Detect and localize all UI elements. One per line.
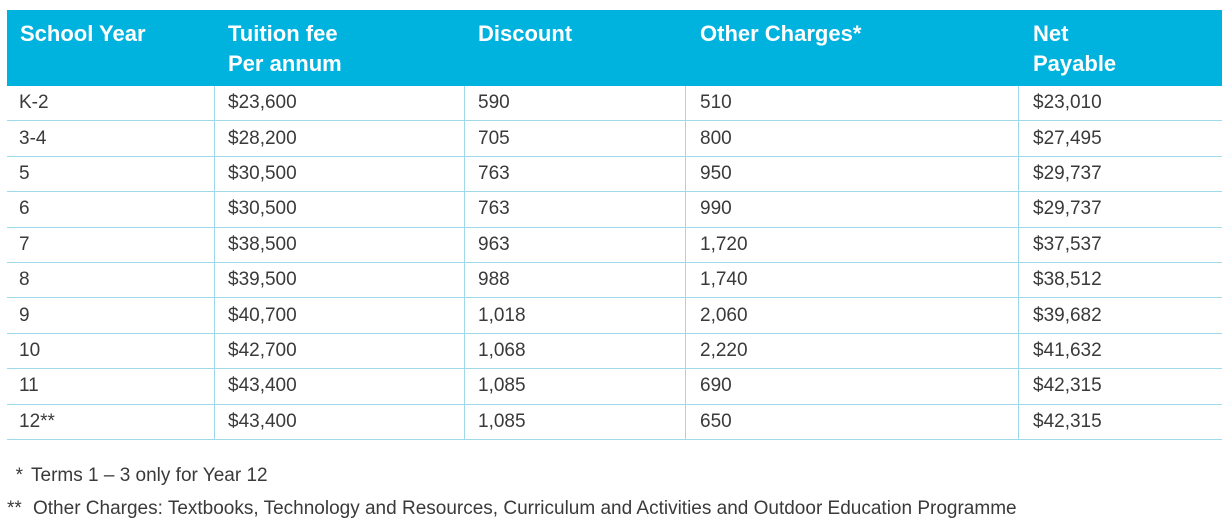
header-school-year: School Year (7, 10, 215, 86)
table-row: 6 $30,500 763 990 $29,737 (7, 192, 1222, 228)
cell-tuition-fee: $43,400 (215, 404, 465, 439)
cell-discount: 988 (465, 262, 686, 298)
table-row: 12** $43,400 1,085 650 $42,315 (7, 404, 1222, 440)
cell-net-payable: $41,632 (1033, 339, 1102, 361)
footnote-text: Other Charges: Textbooks, Technology and… (33, 498, 1017, 519)
cell-net-payable: $42,315 (1033, 375, 1102, 397)
footnote-mark: * (15, 465, 23, 486)
cell-discount: 963 (465, 227, 686, 262)
footnotes: * Terms 1 – 3 only for Year 12 ** Other … (7, 461, 1017, 524)
cell-school-year: 8 (7, 262, 215, 298)
cell-discount: 1,085 (465, 369, 686, 404)
cell-tuition-fee: $39,500 (215, 262, 465, 298)
cell-school-year: K-2 (7, 86, 215, 121)
cell-net-payable: $38,512 (1033, 269, 1102, 291)
table-header-row: School Year Tuition fee Per annum Discou… (7, 10, 1222, 86)
cell-net-payable: $29,737 (1033, 198, 1102, 220)
cell-net-payable: $39,682 (1033, 304, 1102, 326)
header-tuition-fee: Tuition fee Per annum (215, 10, 465, 86)
footnote-text: Terms 1 – 3 only for Year 12 (31, 465, 268, 486)
cell-net-payable: $27,495 (1033, 127, 1102, 149)
cell-net-payable: $23,010 (1033, 92, 1102, 114)
cell-school-year: 12** (7, 404, 215, 439)
cell-school-year: 10 (7, 333, 215, 369)
cell-other-charges: 2,220 (686, 333, 1019, 369)
cell-other-charges: 2,060 (686, 298, 1019, 333)
cell-discount: 1,018 (465, 298, 686, 333)
cell-discount: 590 (465, 86, 686, 121)
cell-other-charges: 510 (686, 86, 1019, 121)
table-row: 9 $40,700 1,018 2,060 $39,682 (7, 298, 1222, 334)
cell-discount: 763 (465, 156, 686, 192)
cell-net-payable: $42,315 (1033, 410, 1102, 432)
cell-other-charges: 650 (686, 404, 1019, 439)
cell-school-year: 3-4 (7, 121, 215, 156)
table-row: 3-4 $28,200 705 800 $27,495 (7, 121, 1222, 157)
table-row: 10 $42,700 1,068 2,220 $41,632 (7, 333, 1222, 370)
cell-tuition-fee: $38,500 (215, 227, 465, 262)
cell-school-year: 5 (7, 156, 215, 192)
header-net-line1: Net (1033, 21, 1069, 46)
cell-school-year: 9 (7, 298, 215, 333)
cell-net-payable: $37,537 (1033, 233, 1102, 255)
cell-tuition-fee: $28,200 (215, 121, 465, 156)
cell-other-charges: 1,720 (686, 227, 1019, 262)
table-row: 8 $39,500 988 1,740 $38,512 (7, 262, 1222, 299)
table-row: 5 $30,500 763 950 $29,737 (7, 156, 1222, 193)
cell-tuition-fee: $30,500 (215, 192, 465, 227)
cell-tuition-fee: $23,600 (215, 86, 465, 121)
cell-other-charges: 950 (686, 156, 1019, 192)
header-tuition-line1: Tuition fee (228, 21, 338, 46)
cell-net-payable: $29,737 (1033, 162, 1102, 184)
cell-discount: 705 (465, 121, 686, 156)
cell-other-charges: 1,740 (686, 262, 1019, 298)
cell-discount: 763 (465, 192, 686, 227)
cell-other-charges: 800 (686, 121, 1019, 156)
cell-other-charges: 690 (686, 369, 1019, 404)
table-row: 11 $43,400 1,085 690 $42,315 (7, 369, 1222, 405)
footnote-other-charges: ** Other Charges: Textbooks, Technology … (7, 494, 1017, 524)
footnote-mark: ** (7, 498, 22, 519)
cell-other-charges: 990 (686, 192, 1019, 227)
cell-tuition-fee: $42,700 (215, 333, 465, 369)
header-discount-label: Discount (478, 21, 573, 46)
table-row: K-2 $23,600 590 510 $23,010 (7, 86, 1222, 122)
header-discount: Discount (465, 10, 686, 86)
cell-discount: 1,085 (465, 404, 686, 439)
cell-tuition-fee: $40,700 (215, 298, 465, 333)
cell-tuition-fee: $43,400 (215, 369, 465, 404)
header-tuition-line2: Per annum (228, 51, 342, 76)
footnote-terms: * Terms 1 – 3 only for Year 12 (7, 461, 1017, 491)
header-net-line2: Payable (1033, 51, 1117, 76)
cell-school-year: 7 (7, 227, 215, 262)
cell-discount: 1,068 (465, 333, 686, 369)
header-school-year-label: School Year (20, 21, 146, 46)
tuition-fee-table: School Year Tuition fee Per annum Discou… (7, 10, 1222, 440)
header-other-charges-label: Other Charges* (700, 21, 862, 46)
header-other-charges: Other Charges* (686, 10, 1019, 86)
table-body: K-2 $23,600 590 510 $23,010 3-4 $28,200 705 800 $… (7, 86, 1222, 440)
cell-tuition-fee: $30,500 (215, 156, 465, 192)
cell-school-year: 11 (7, 369, 215, 404)
header-net-payable: Net Payable (1019, 10, 1222, 86)
table-row: 7 $38,500 963 1,720 $37,537 (7, 227, 1222, 263)
cell-school-year: 6 (7, 192, 215, 227)
